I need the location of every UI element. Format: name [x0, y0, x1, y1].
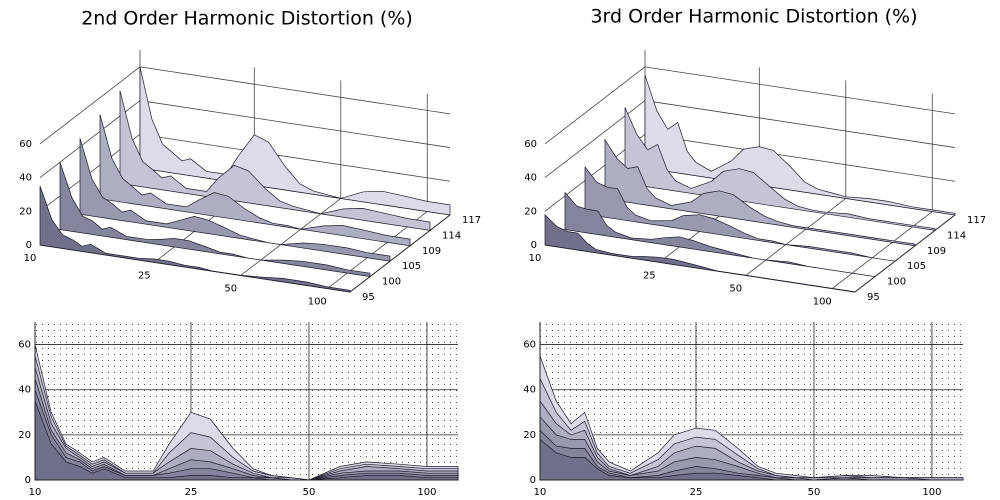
grid-line [139, 133, 451, 182]
depth-tick-label: 95 [867, 292, 880, 303]
depth-tick-label: 100 [887, 277, 906, 288]
y-tick-label: 20 [524, 206, 537, 217]
chart-title: 2nd Order Harmonic Distortion (%) [81, 8, 413, 30]
x-tick-label: 10 [24, 253, 37, 264]
y-tick-label: 60 [19, 139, 32, 150]
y-tick-label: 40 [18, 385, 31, 396]
waterfall-slice [584, 165, 896, 262]
depth-tick-label: 114 [442, 230, 461, 241]
x-tick-label: 50 [303, 487, 316, 498]
x-tick-label: 50 [808, 487, 821, 498]
plot-background [35, 322, 458, 480]
y-tick-label: 0 [26, 240, 32, 251]
y-tick-label: 20 [523, 430, 536, 441]
waterfall-slice [544, 213, 856, 293]
x-tick-label: 10 [29, 487, 42, 498]
axis-line [349, 214, 451, 293]
grid-line [240, 198, 342, 276]
waterfall-slice [644, 75, 956, 216]
depth-tick-label: 105 [402, 261, 421, 272]
grid-line [745, 198, 847, 276]
grid-line [139, 100, 451, 148]
axis-line [854, 214, 956, 293]
waterfall-slice [119, 90, 431, 231]
depth-tick-label: 100 [382, 277, 401, 288]
x-tick-label: 50 [224, 283, 237, 294]
chart-title: 3rd Order Harmonic Distortion (%) [590, 6, 917, 28]
x-tick-label: 50 [729, 283, 742, 294]
y-tick-label: 40 [19, 173, 32, 184]
plot-background [540, 322, 963, 480]
grid-line [644, 100, 956, 148]
grid-line [644, 66, 956, 115]
x-tick-label: 25 [185, 487, 198, 498]
y-tick-label: 60 [18, 340, 31, 351]
depth-tick-label: 117 [967, 215, 986, 226]
depth-tick-label: 117 [462, 215, 481, 226]
grid-line [544, 66, 646, 145]
depth-tick-label: 105 [907, 261, 926, 272]
grid-line [544, 100, 646, 178]
y-tick-label: 60 [524, 139, 537, 150]
waterfall-slice [564, 191, 876, 277]
depth-tick-label: 109 [927, 246, 946, 257]
y-tick-label: 0 [25, 475, 31, 486]
x-tick-label: 25 [690, 487, 703, 498]
waterfall-slice [79, 138, 391, 262]
x-tick-label: 25 [138, 270, 151, 281]
grid-line [139, 66, 451, 115]
grid-line [832, 211, 933, 289]
waterfall-slice [39, 185, 351, 293]
waterfall-slice [59, 162, 371, 278]
y-tick-label: 0 [530, 475, 536, 486]
grid-line [644, 133, 956, 182]
area [34, 400, 459, 481]
y-tick-label: 0 [531, 240, 537, 251]
depth-tick-label: 95 [362, 292, 375, 303]
y-tick-label: 40 [523, 385, 536, 396]
y-tick-label: 20 [18, 430, 31, 441]
x-tick-label: 100 [922, 487, 941, 498]
x-tick-label: 10 [529, 253, 542, 264]
x-tick-label: 100 [813, 297, 832, 308]
waterfall-slice [99, 114, 411, 247]
waterfall-slice [624, 107, 936, 231]
waterfall-slice [139, 66, 451, 216]
y-tick-label: 60 [523, 340, 536, 351]
depth-tick-label: 114 [947, 230, 966, 241]
x-tick-label: 100 [308, 297, 327, 308]
depth-tick-label: 109 [422, 246, 441, 257]
y-tick-label: 40 [524, 173, 537, 184]
x-tick-label: 25 [643, 270, 656, 281]
grid-line [39, 66, 141, 145]
x-tick-label: 10 [534, 487, 547, 498]
x-tick-label: 100 [417, 487, 436, 498]
waterfall-slice [604, 138, 916, 247]
y-tick-label: 20 [19, 206, 32, 217]
